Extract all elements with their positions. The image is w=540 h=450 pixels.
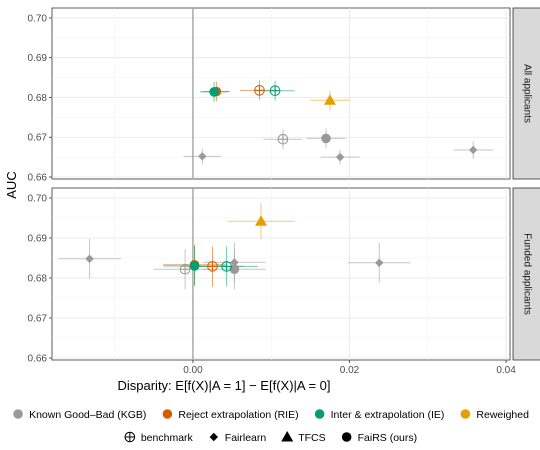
y-tick-label: 0.70 bbox=[28, 13, 48, 24]
point-benchmark-known-good-bad-kgb bbox=[277, 133, 289, 145]
legend: Known Good–Bad (KGB) Reject extrapolation… bbox=[13, 409, 529, 444]
facet-strip bbox=[512, 7, 540, 180]
y-tick-label: 0.66 bbox=[28, 173, 48, 184]
legend-label: Known Good–Bad (KGB) bbox=[29, 409, 146, 421]
facet-strip-label: Funded applicants bbox=[521, 233, 532, 315]
legend-label: TFCS bbox=[298, 432, 325, 444]
legend-shape-fairlearn: Fairlearn bbox=[209, 432, 267, 444]
y-tick-label: 0.68 bbox=[28, 93, 48, 104]
x-tick-label: 0.04 bbox=[496, 365, 516, 376]
point-tfcs-reweighed bbox=[255, 215, 268, 226]
point-fairs-ours-inter-extrapolation-ie bbox=[189, 261, 200, 271]
legend-label: Inter & extrapolation (IE) bbox=[331, 409, 445, 421]
x-tick-label: 0.02 bbox=[340, 365, 360, 376]
panel-all-applicants: 0.66 0.67 0.68 0.69 0.70 All applicants bbox=[28, 7, 540, 184]
y-axis-title: AUC bbox=[4, 171, 19, 198]
point-fairlearn-known-good-bad-kgb bbox=[85, 254, 94, 263]
y-tick-label: 0.69 bbox=[28, 53, 48, 64]
legend-color-reweighed: Reweighed bbox=[460, 409, 529, 421]
point-fairlearn-known-good-bad-kgb bbox=[198, 152, 207, 161]
point-fairs-ours-known-good-bad-kgb bbox=[321, 133, 331, 144]
facet-strip-label: All applicants bbox=[521, 64, 532, 123]
point-fairlearn-known-good-bad-kgb bbox=[469, 145, 478, 155]
legend-shape-tfcs: TFCS bbox=[281, 431, 326, 444]
point-fairlearn-known-good-bad-kgb bbox=[335, 152, 345, 162]
legend-key-color bbox=[13, 409, 23, 419]
legend-key-color bbox=[162, 409, 173, 419]
legend-label: Reweighed bbox=[476, 409, 529, 421]
x-tick-label: 0.00 bbox=[183, 365, 203, 376]
point-fairs-ours-inter-extrapolation-ie bbox=[209, 87, 219, 97]
legend-key-shape bbox=[209, 432, 218, 442]
y-tick-label: 0.67 bbox=[28, 133, 48, 144]
point-benchmark-inter-extrapolation-ie bbox=[221, 261, 232, 272]
legend-shape-fairs-ours: FaiRS (ours) bbox=[341, 432, 418, 444]
legend-key-shape bbox=[341, 432, 352, 442]
y-tick-label: 0.66 bbox=[28, 354, 48, 365]
legend-color-known-good-bad-kgb: Known Good–Bad (KGB) bbox=[13, 409, 146, 421]
x-axis-title: Disparity: E[f(X)|A = 1] − E[f(X)|A = 0] bbox=[117, 378, 330, 393]
legend-label: FaiRS (ours) bbox=[358, 432, 418, 444]
legend-color-reject-extrapolation-rie: Reject extrapolation (RIE) bbox=[162, 409, 299, 421]
y-tick-label: 0.69 bbox=[28, 234, 48, 245]
facet-strip bbox=[512, 187, 540, 361]
legend-label: benchmark bbox=[141, 432, 194, 444]
legend-color-inter-extrapolation-ie: Inter & extrapolation (IE) bbox=[314, 409, 445, 421]
y-tick-label: 0.68 bbox=[28, 274, 48, 285]
panel-frame bbox=[51, 187, 511, 361]
point-fairs-ours-known-good-bad-kgb bbox=[229, 264, 240, 275]
legend-key-shape bbox=[281, 431, 294, 442]
legend-key-shape bbox=[124, 431, 136, 443]
point-fairlearn-known-good-bad-kgb bbox=[375, 258, 384, 267]
y-tick-label: 0.67 bbox=[28, 314, 48, 325]
point-benchmark-inter-extrapolation-ie bbox=[269, 85, 281, 97]
panel-funded-applicants: 0.66 0.67 0.68 0.69 0.70 Funded applicants 0.0… bbox=[28, 187, 540, 376]
y-tick-label: 0.70 bbox=[28, 194, 48, 205]
point-benchmark-known-good-bad-kgb bbox=[179, 263, 191, 275]
legend-label: Fairlearn bbox=[225, 432, 267, 444]
legend-key-color bbox=[314, 409, 325, 419]
point-benchmark-reject-extrapolation-rie bbox=[207, 261, 218, 272]
legend-label: Reject extrapolation (RIE) bbox=[178, 409, 298, 421]
point-benchmark-reject-extrapolation-rie bbox=[254, 85, 265, 96]
legend-key-color bbox=[460, 409, 471, 419]
point-tfcs-reweighed bbox=[323, 94, 336, 105]
panel-frame bbox=[51, 7, 511, 180]
legend-shape-benchmark: benchmark bbox=[124, 431, 194, 444]
point-fairlearn-known-good-bad-kgb bbox=[230, 258, 239, 267]
